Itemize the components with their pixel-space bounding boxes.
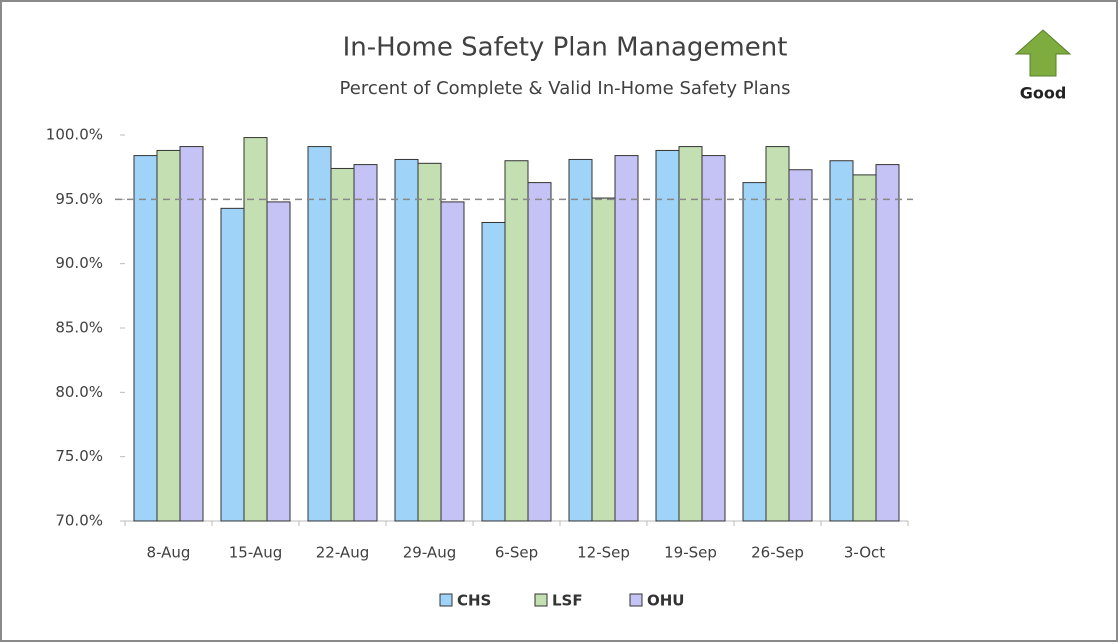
bar (133, 155, 158, 522)
bar (353, 164, 378, 522)
x-tick-label: 15-Aug (229, 544, 282, 562)
chart-title: In-Home Safety Plan Management (343, 33, 788, 63)
bar (243, 137, 268, 522)
bar (701, 155, 726, 522)
y-tick-label: 100.0% (46, 126, 103, 144)
bar (614, 155, 639, 522)
bar (852, 174, 877, 522)
legend-swatch (629, 593, 643, 607)
x-tick-label: 19-Sep (664, 544, 717, 562)
bar (527, 182, 552, 522)
legend-label: OHU (647, 592, 685, 610)
good-arrow (1014, 29, 1072, 77)
legend-label: LSF (552, 592, 583, 610)
y-tick-label: 80.0% (55, 383, 103, 401)
bar (788, 169, 813, 522)
bar (591, 197, 616, 522)
bar (481, 221, 506, 522)
x-tick-label: 26-Sep (751, 544, 804, 562)
y-tick-label: 70.0% (55, 512, 103, 530)
bar (875, 164, 900, 522)
y-tick-label: 90.0% (55, 254, 103, 272)
legend-swatch (439, 593, 453, 607)
legend-label: CHS (457, 592, 491, 610)
bar (504, 160, 529, 522)
x-tick-label: 8-Aug (147, 544, 191, 562)
chart-subtitle: Percent of Complete & Valid In-Home Safe… (340, 78, 791, 99)
bar (765, 146, 790, 522)
x-tick-label: 29-Aug (403, 544, 456, 562)
x-tick-label: 6-Sep (495, 544, 538, 562)
x-tick-label: 12-Sep (577, 544, 630, 562)
bar (742, 182, 767, 522)
bar (417, 162, 442, 522)
legend-swatch (534, 593, 548, 607)
bar (179, 146, 204, 522)
bar (220, 207, 245, 522)
y-tick-label: 95.0% (55, 190, 103, 208)
bar (440, 201, 465, 522)
bar (678, 146, 703, 522)
y-tick-label: 85.0% (55, 319, 103, 337)
bar (394, 158, 419, 522)
bar (655, 149, 680, 522)
annotation: Good (1020, 84, 1067, 103)
bar (307, 146, 332, 522)
bar (568, 158, 593, 522)
bar (266, 201, 291, 522)
bar (330, 167, 355, 522)
bar (156, 149, 181, 522)
bar (829, 160, 854, 522)
x-tick-label: 3-Oct (844, 544, 885, 562)
x-tick-label: 22-Aug (316, 544, 369, 562)
y-tick-label: 75.0% (55, 447, 103, 465)
